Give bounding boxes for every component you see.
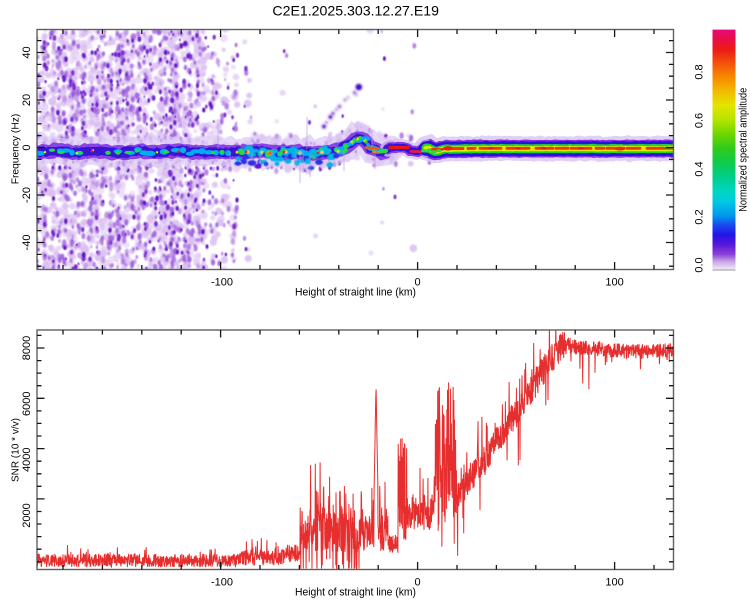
svg-text:Height of straight line (km): Height of straight line (km) xyxy=(295,587,416,599)
svg-text:C2E1.2025.303.12.27.E19: C2E1.2025.303.12.27.E19 xyxy=(272,2,439,18)
svg-text:0.8: 0.8 xyxy=(694,64,706,79)
svg-text:8000: 8000 xyxy=(21,336,33,360)
svg-text:Frequency (Hz): Frequency (Hz) xyxy=(10,114,21,185)
svg-text:0.6: 0.6 xyxy=(694,113,706,128)
svg-text:Normalized spectral amplitude: Normalized spectral amplitude xyxy=(738,88,750,212)
svg-text:-40: -40 xyxy=(21,235,33,251)
svg-text:20: 20 xyxy=(21,94,33,106)
svg-text:100: 100 xyxy=(605,576,623,588)
svg-text:0.0: 0.0 xyxy=(694,257,706,272)
svg-text:-20: -20 xyxy=(21,187,33,203)
svg-text:-100: -100 xyxy=(211,576,233,588)
svg-text:-100: -100 xyxy=(211,276,233,288)
svg-text:0: 0 xyxy=(415,276,421,288)
svg-text:2000: 2000 xyxy=(21,503,33,527)
svg-text:0.4: 0.4 xyxy=(694,161,706,176)
svg-text:SNR (10 * v/v): SNR (10 * v/v) xyxy=(10,418,21,482)
svg-text:40: 40 xyxy=(21,46,33,58)
svg-text:0: 0 xyxy=(415,576,421,588)
svg-text:100: 100 xyxy=(605,276,623,288)
svg-text:4000: 4000 xyxy=(21,447,33,471)
svg-text:0.2: 0.2 xyxy=(694,209,706,224)
svg-text:6000: 6000 xyxy=(21,392,33,416)
svg-text:Height of straight line (km): Height of straight line (km) xyxy=(295,287,416,299)
svg-text:0: 0 xyxy=(21,144,33,150)
